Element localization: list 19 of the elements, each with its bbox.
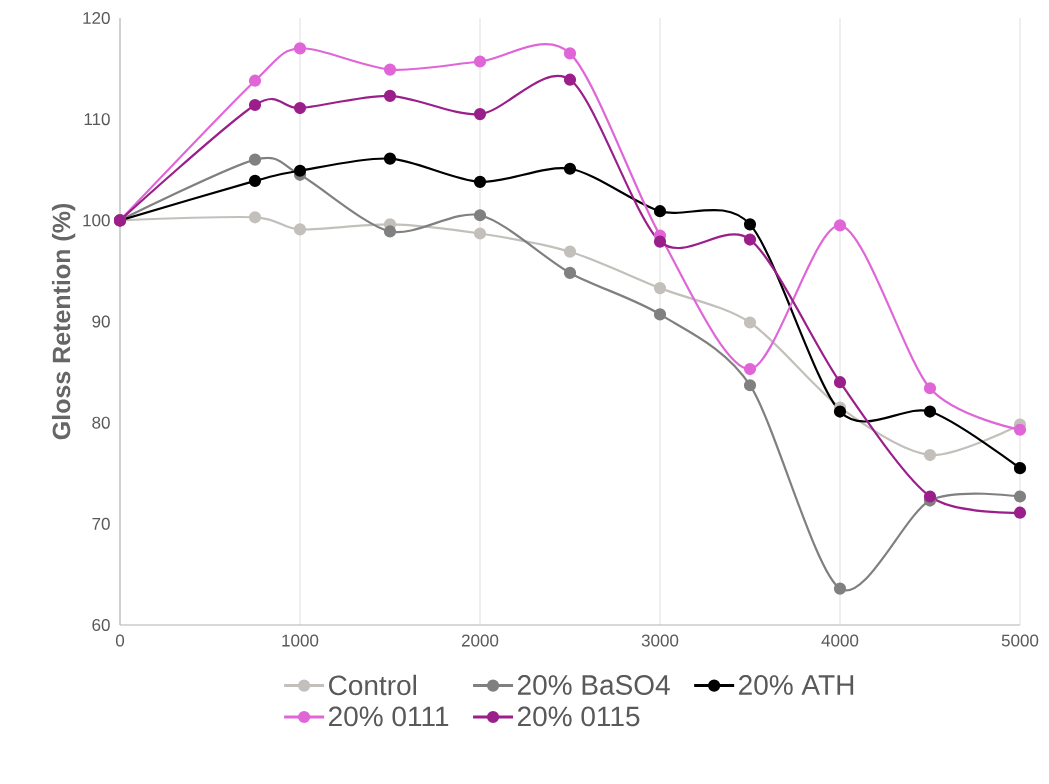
legend-label: 20% 0115 [517, 706, 640, 727]
x-tick-label: 2000 [461, 634, 499, 647]
legend-label: 20% 0111 [329, 706, 449, 727]
x-tick-label: 0 [115, 634, 125, 647]
legend-label: 20% BaSO4 [517, 675, 670, 695]
y-tick-label: 80 [92, 416, 110, 429]
y-tick-label: 70 [92, 517, 110, 530]
y-tick-label: 110 [84, 113, 110, 126]
y-tick-label: 120 [83, 11, 110, 25]
y-tick-label: 60 [92, 618, 110, 632]
x-tick-label: 1000 [282, 634, 319, 647]
y-tick-label: 90 [92, 315, 110, 328]
legend-label: 20% ATH [739, 675, 854, 695]
x-tick-label: 4000 [821, 634, 859, 647]
legend-label: Control [329, 674, 416, 696]
y-axis-title: Gloss Retention (%) [51, 204, 76, 440]
y-tick-label: 100 [83, 214, 110, 227]
x-tick-label: 5000 [1001, 634, 1039, 647]
x-tick-label: 3000 [641, 634, 679, 647]
